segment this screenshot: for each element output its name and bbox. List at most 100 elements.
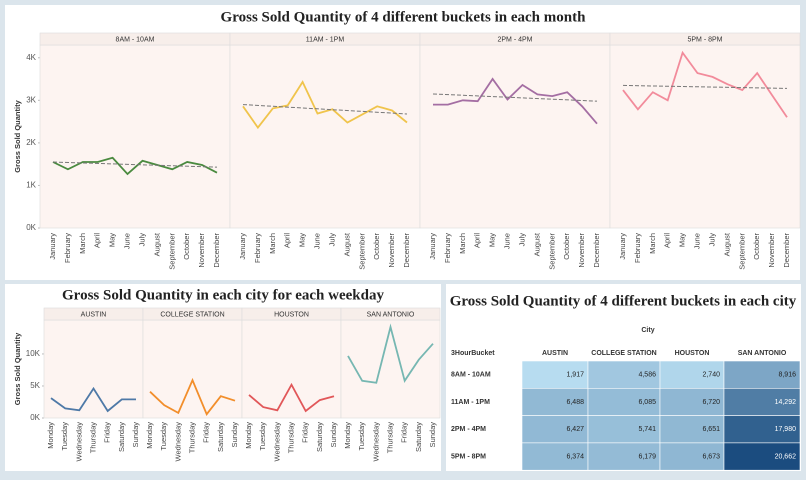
line (248, 382, 335, 413)
x-tick-label: May (108, 233, 117, 247)
cell-label: 20,662 (775, 453, 797, 460)
panel-title: 11AM - 1PM (306, 36, 345, 43)
line (433, 77, 598, 125)
x-tick-label: January (428, 233, 437, 260)
line (242, 80, 408, 130)
x-tick-label: March (78, 233, 87, 254)
panel-title: 5PM - 8PM (687, 36, 722, 43)
cell-label: 17,980 (775, 426, 797, 433)
y-axis-label: Gross Sold Quantity (13, 99, 22, 172)
x-tick-label: September (357, 232, 366, 269)
x-tick-label: March (648, 233, 657, 254)
x-tick-label: Monday (145, 422, 154, 449)
cell-label: 6,488 (566, 399, 584, 406)
x-tick-label: March (268, 233, 277, 254)
y-tick-label: 4K (26, 53, 36, 62)
heat-cell (659, 360, 725, 389)
x-tick-label: December (592, 233, 601, 268)
x-tick-label: July (707, 233, 716, 247)
heat-cell (521, 360, 589, 389)
panel-background (39, 44, 231, 229)
x-tick-label: November (577, 233, 586, 268)
x-tick-label: June (693, 233, 702, 249)
x-tick-label: December (782, 233, 791, 268)
x-tick-label: September (547, 232, 556, 269)
x-tick-label: April (93, 233, 102, 248)
column-header: SAN ANTONIO (738, 350, 787, 357)
x-tick-label: June (503, 233, 512, 249)
x-tick-label: Tuesday (258, 422, 267, 451)
x-tick-label: Wednesday (173, 422, 182, 462)
x-tick-label: January (618, 233, 627, 260)
x-tick-label: October (752, 233, 761, 260)
line (622, 50, 788, 118)
heat-cell (521, 415, 589, 444)
panel-background (609, 44, 801, 229)
y-tick-label: 0K (26, 223, 36, 232)
y-tick-label: 3K (26, 95, 36, 104)
line (50, 386, 136, 413)
panel-title: HOUSTON (274, 311, 309, 318)
chart-title: Gross Sold Quantity of 4 different bucke… (221, 9, 587, 25)
cell-label: 2,740 (702, 371, 720, 378)
x-tick-label: Tuesday (357, 422, 366, 451)
heat-cell (587, 442, 661, 471)
x-tick-label: May (678, 233, 687, 247)
x-tick-label: Saturday (414, 422, 423, 452)
panel-background (142, 319, 243, 419)
x-tick-label: Saturday (117, 422, 126, 452)
panel-background (229, 44, 421, 229)
column-axis-label: City (641, 327, 654, 334)
panel-header (609, 32, 801, 46)
x-tick-label: Friday (301, 422, 310, 443)
heat-cell (587, 415, 661, 444)
x-tick-label: February (443, 233, 452, 263)
x-tick-label: May (488, 233, 497, 247)
panel-title: SAN ANTONIO (367, 311, 415, 318)
cell-label: 1,917 (566, 371, 584, 378)
cell-label: 4,586 (638, 371, 656, 378)
x-tick-label: Sunday (329, 422, 338, 448)
line (149, 377, 236, 416)
row-header: 2PM - 4PM (451, 426, 486, 433)
x-tick-label: Monday (343, 422, 352, 449)
cell-label: 6,720 (702, 399, 720, 406)
panel-background (340, 319, 441, 419)
x-tick-label: February (253, 233, 262, 263)
panel-background (419, 44, 611, 229)
heat-cell (723, 387, 801, 416)
x-tick-label: Wednesday (74, 422, 83, 462)
column-header: AUSTIN (542, 350, 568, 357)
x-tick-label: Tuesday (60, 422, 69, 451)
trend-line (52, 161, 218, 168)
panel-title: 8AM - 10AM (116, 36, 155, 43)
cell-label: 6,179 (638, 453, 656, 460)
x-tick-label: April (283, 233, 292, 248)
cell-label: 6,374 (566, 453, 584, 460)
x-tick-label: May (298, 233, 307, 247)
x-tick-label: November (767, 233, 776, 268)
x-tick-label: August (152, 232, 161, 256)
row-header: 8AM - 10AM (451, 371, 491, 378)
x-tick-label: September (167, 232, 176, 269)
x-tick-label: July (137, 233, 146, 247)
x-tick-label: Tuesday (159, 422, 168, 451)
x-tick-label: Saturday (315, 422, 324, 452)
column-header: COLLEGE STATION (591, 350, 656, 357)
x-tick-label: Monday (244, 422, 253, 449)
panel-title: AUSTIN (81, 311, 107, 318)
x-tick-label: Thursday (286, 422, 295, 454)
x-tick-label: April (473, 233, 482, 248)
x-tick-label: November (387, 233, 396, 268)
panel-title: COLLEGE STATION (160, 311, 224, 318)
trend-line (622, 84, 788, 89)
y-tick-label: 0K (30, 413, 40, 422)
y-axis-label: Gross Sold Quantity (13, 332, 22, 405)
trend-line (242, 104, 408, 115)
x-tick-label: Thursday (187, 422, 196, 454)
heat-cell (521, 387, 589, 416)
y-tick-label: 10K (26, 349, 41, 358)
cell-label: 8,916 (778, 371, 796, 378)
row-axis-label: 3HourBucket (451, 350, 495, 357)
